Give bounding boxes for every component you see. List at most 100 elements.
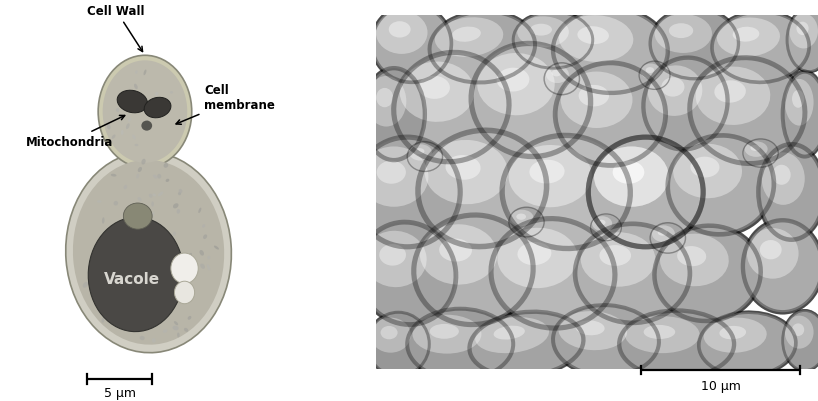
Ellipse shape (744, 142, 767, 158)
Ellipse shape (552, 61, 668, 168)
Ellipse shape (600, 245, 631, 266)
Ellipse shape (418, 131, 546, 247)
Ellipse shape (420, 225, 497, 285)
Ellipse shape (412, 315, 482, 354)
Ellipse shape (783, 311, 818, 371)
Ellipse shape (511, 11, 595, 71)
Ellipse shape (429, 324, 459, 339)
Ellipse shape (376, 89, 393, 108)
Ellipse shape (588, 138, 703, 247)
Ellipse shape (591, 215, 622, 241)
Ellipse shape (134, 144, 138, 147)
Ellipse shape (177, 209, 180, 214)
Ellipse shape (475, 317, 549, 353)
Ellipse shape (65, 152, 231, 353)
Ellipse shape (359, 147, 429, 207)
Ellipse shape (640, 64, 661, 80)
Ellipse shape (415, 128, 550, 250)
Ellipse shape (170, 92, 173, 95)
Ellipse shape (203, 235, 207, 239)
Ellipse shape (560, 72, 632, 129)
Ellipse shape (377, 161, 406, 184)
Ellipse shape (136, 174, 139, 179)
Ellipse shape (648, 7, 741, 81)
Ellipse shape (529, 160, 564, 184)
Ellipse shape (576, 320, 605, 336)
Ellipse shape (174, 321, 178, 326)
Ellipse shape (158, 192, 164, 197)
Ellipse shape (164, 164, 169, 168)
Ellipse shape (367, 312, 429, 376)
Ellipse shape (497, 69, 529, 92)
Ellipse shape (649, 223, 686, 254)
Ellipse shape (140, 336, 145, 340)
Ellipse shape (699, 312, 796, 376)
Ellipse shape (393, 53, 509, 162)
Ellipse shape (650, 223, 685, 253)
Ellipse shape (673, 144, 742, 199)
Ellipse shape (502, 136, 631, 249)
Ellipse shape (407, 309, 513, 379)
Ellipse shape (497, 228, 578, 288)
Ellipse shape (152, 194, 156, 197)
Ellipse shape (551, 304, 662, 378)
Ellipse shape (597, 220, 605, 226)
Ellipse shape (785, 80, 814, 126)
Ellipse shape (391, 51, 512, 165)
Ellipse shape (151, 202, 154, 207)
Ellipse shape (619, 311, 734, 378)
Ellipse shape (559, 16, 633, 63)
Ellipse shape (144, 98, 171, 118)
Ellipse shape (446, 156, 481, 180)
Text: Mitochondria: Mitochondria (26, 116, 124, 149)
Ellipse shape (586, 135, 706, 250)
Ellipse shape (644, 325, 675, 339)
Ellipse shape (690, 59, 805, 164)
Ellipse shape (572, 222, 693, 326)
Ellipse shape (661, 78, 685, 97)
Ellipse shape (488, 216, 618, 331)
Circle shape (174, 282, 195, 304)
Ellipse shape (781, 71, 818, 159)
Ellipse shape (415, 149, 425, 155)
Ellipse shape (546, 67, 569, 84)
Text: Cell
membrane: Cell membrane (176, 84, 275, 125)
Ellipse shape (470, 312, 583, 377)
Ellipse shape (97, 201, 101, 203)
Ellipse shape (370, 4, 453, 85)
Ellipse shape (594, 147, 668, 207)
Ellipse shape (741, 219, 818, 315)
Ellipse shape (407, 142, 443, 173)
Ellipse shape (639, 62, 670, 90)
Text: Vacole: Vacole (104, 271, 160, 286)
Ellipse shape (173, 232, 176, 236)
Ellipse shape (717, 18, 780, 57)
Ellipse shape (712, 12, 809, 83)
Ellipse shape (114, 201, 118, 206)
Ellipse shape (146, 210, 151, 213)
Ellipse shape (559, 311, 627, 350)
Ellipse shape (139, 208, 144, 213)
Ellipse shape (189, 253, 192, 257)
Ellipse shape (757, 142, 818, 243)
Ellipse shape (207, 265, 210, 271)
Ellipse shape (613, 161, 645, 184)
Ellipse shape (178, 192, 181, 196)
Ellipse shape (588, 138, 703, 247)
Ellipse shape (155, 93, 159, 97)
Ellipse shape (152, 338, 155, 343)
Text: Cell Wall: Cell Wall (88, 5, 145, 53)
Ellipse shape (116, 109, 119, 113)
Ellipse shape (555, 64, 666, 166)
Ellipse shape (372, 6, 452, 83)
Ellipse shape (553, 9, 667, 94)
Ellipse shape (389, 22, 411, 38)
Ellipse shape (518, 243, 551, 265)
Ellipse shape (135, 71, 137, 75)
Ellipse shape (88, 218, 184, 332)
Ellipse shape (590, 214, 622, 242)
Ellipse shape (762, 153, 805, 205)
Ellipse shape (594, 147, 668, 207)
Ellipse shape (132, 135, 136, 140)
Ellipse shape (760, 241, 782, 260)
